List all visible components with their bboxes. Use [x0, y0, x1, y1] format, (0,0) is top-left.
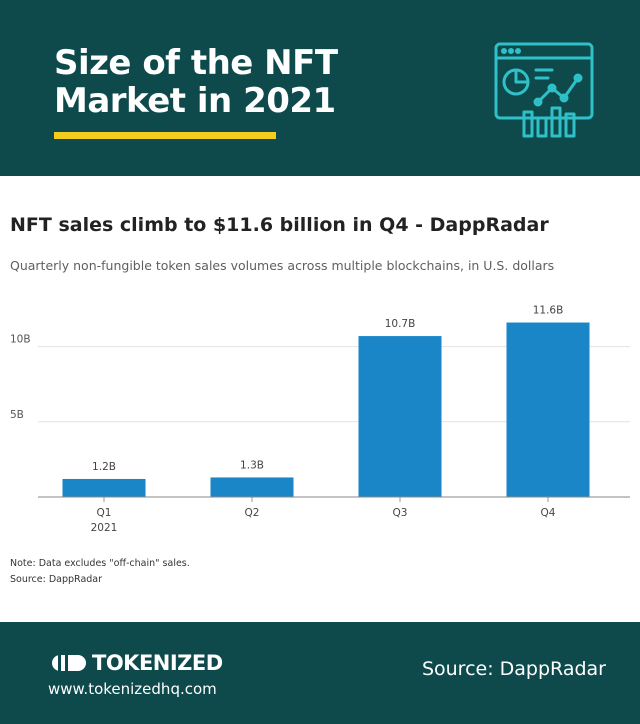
data-label: 1.3B	[240, 459, 264, 471]
chart-source-note: Source: DappRadar	[10, 574, 103, 585]
data-label: 11.6B	[533, 305, 564, 317]
brand: TOKENIZED	[52, 651, 223, 675]
chart-note: Note: Data excludes "off-chain" sales.	[10, 558, 190, 569]
bar	[358, 336, 442, 497]
footer-source: Source: DappRadar	[421, 658, 606, 680]
chart-panel: NFT sales climb to $11.6 billion in Q4 -…	[0, 176, 640, 622]
y-tick-label: 10B	[10, 334, 31, 346]
x-tick-label: Q1	[97, 507, 112, 519]
page-title-line-1: Size of the NFT	[54, 43, 338, 83]
data-label: 10.7B	[385, 318, 416, 330]
bar	[62, 478, 146, 497]
page-title-line-2: Market in 2021	[54, 81, 336, 121]
tokenized-logo-icon	[52, 655, 86, 671]
x-tick-label: Q4	[541, 507, 556, 519]
chart-subtitle: Quarterly non-fungible token sales volum…	[10, 258, 555, 273]
x-tick-label: Q2	[245, 507, 260, 519]
x-tick-label: Q3	[393, 507, 408, 519]
footer-banner: TOKENIZED www.tokenizedhq.com Source: Da…	[0, 622, 640, 724]
chart-title: NFT sales climb to $11.6 billion in Q4 -…	[10, 214, 549, 236]
page-title: Size of the NFT Market in 2021	[54, 44, 434, 120]
analytics-dashboard-icon	[494, 42, 594, 138]
y-tick-label: 5B	[10, 409, 24, 421]
bar	[506, 322, 590, 497]
header-banner: Size of the NFT Market in 2021	[0, 0, 640, 176]
brand-name: TOKENIZED	[92, 651, 223, 675]
brand-url: www.tokenizedhq.com	[48, 680, 217, 698]
x-tick-sublabel: 2021	[91, 522, 118, 534]
bar-chart: 5B 10B 1.2B Q1 2021 1.3B Q2 10.7B Q3 11.6B Q4	[10, 305, 630, 534]
data-label: 1.2B	[92, 461, 116, 473]
bar	[210, 477, 294, 497]
title-underline	[54, 132, 276, 139]
